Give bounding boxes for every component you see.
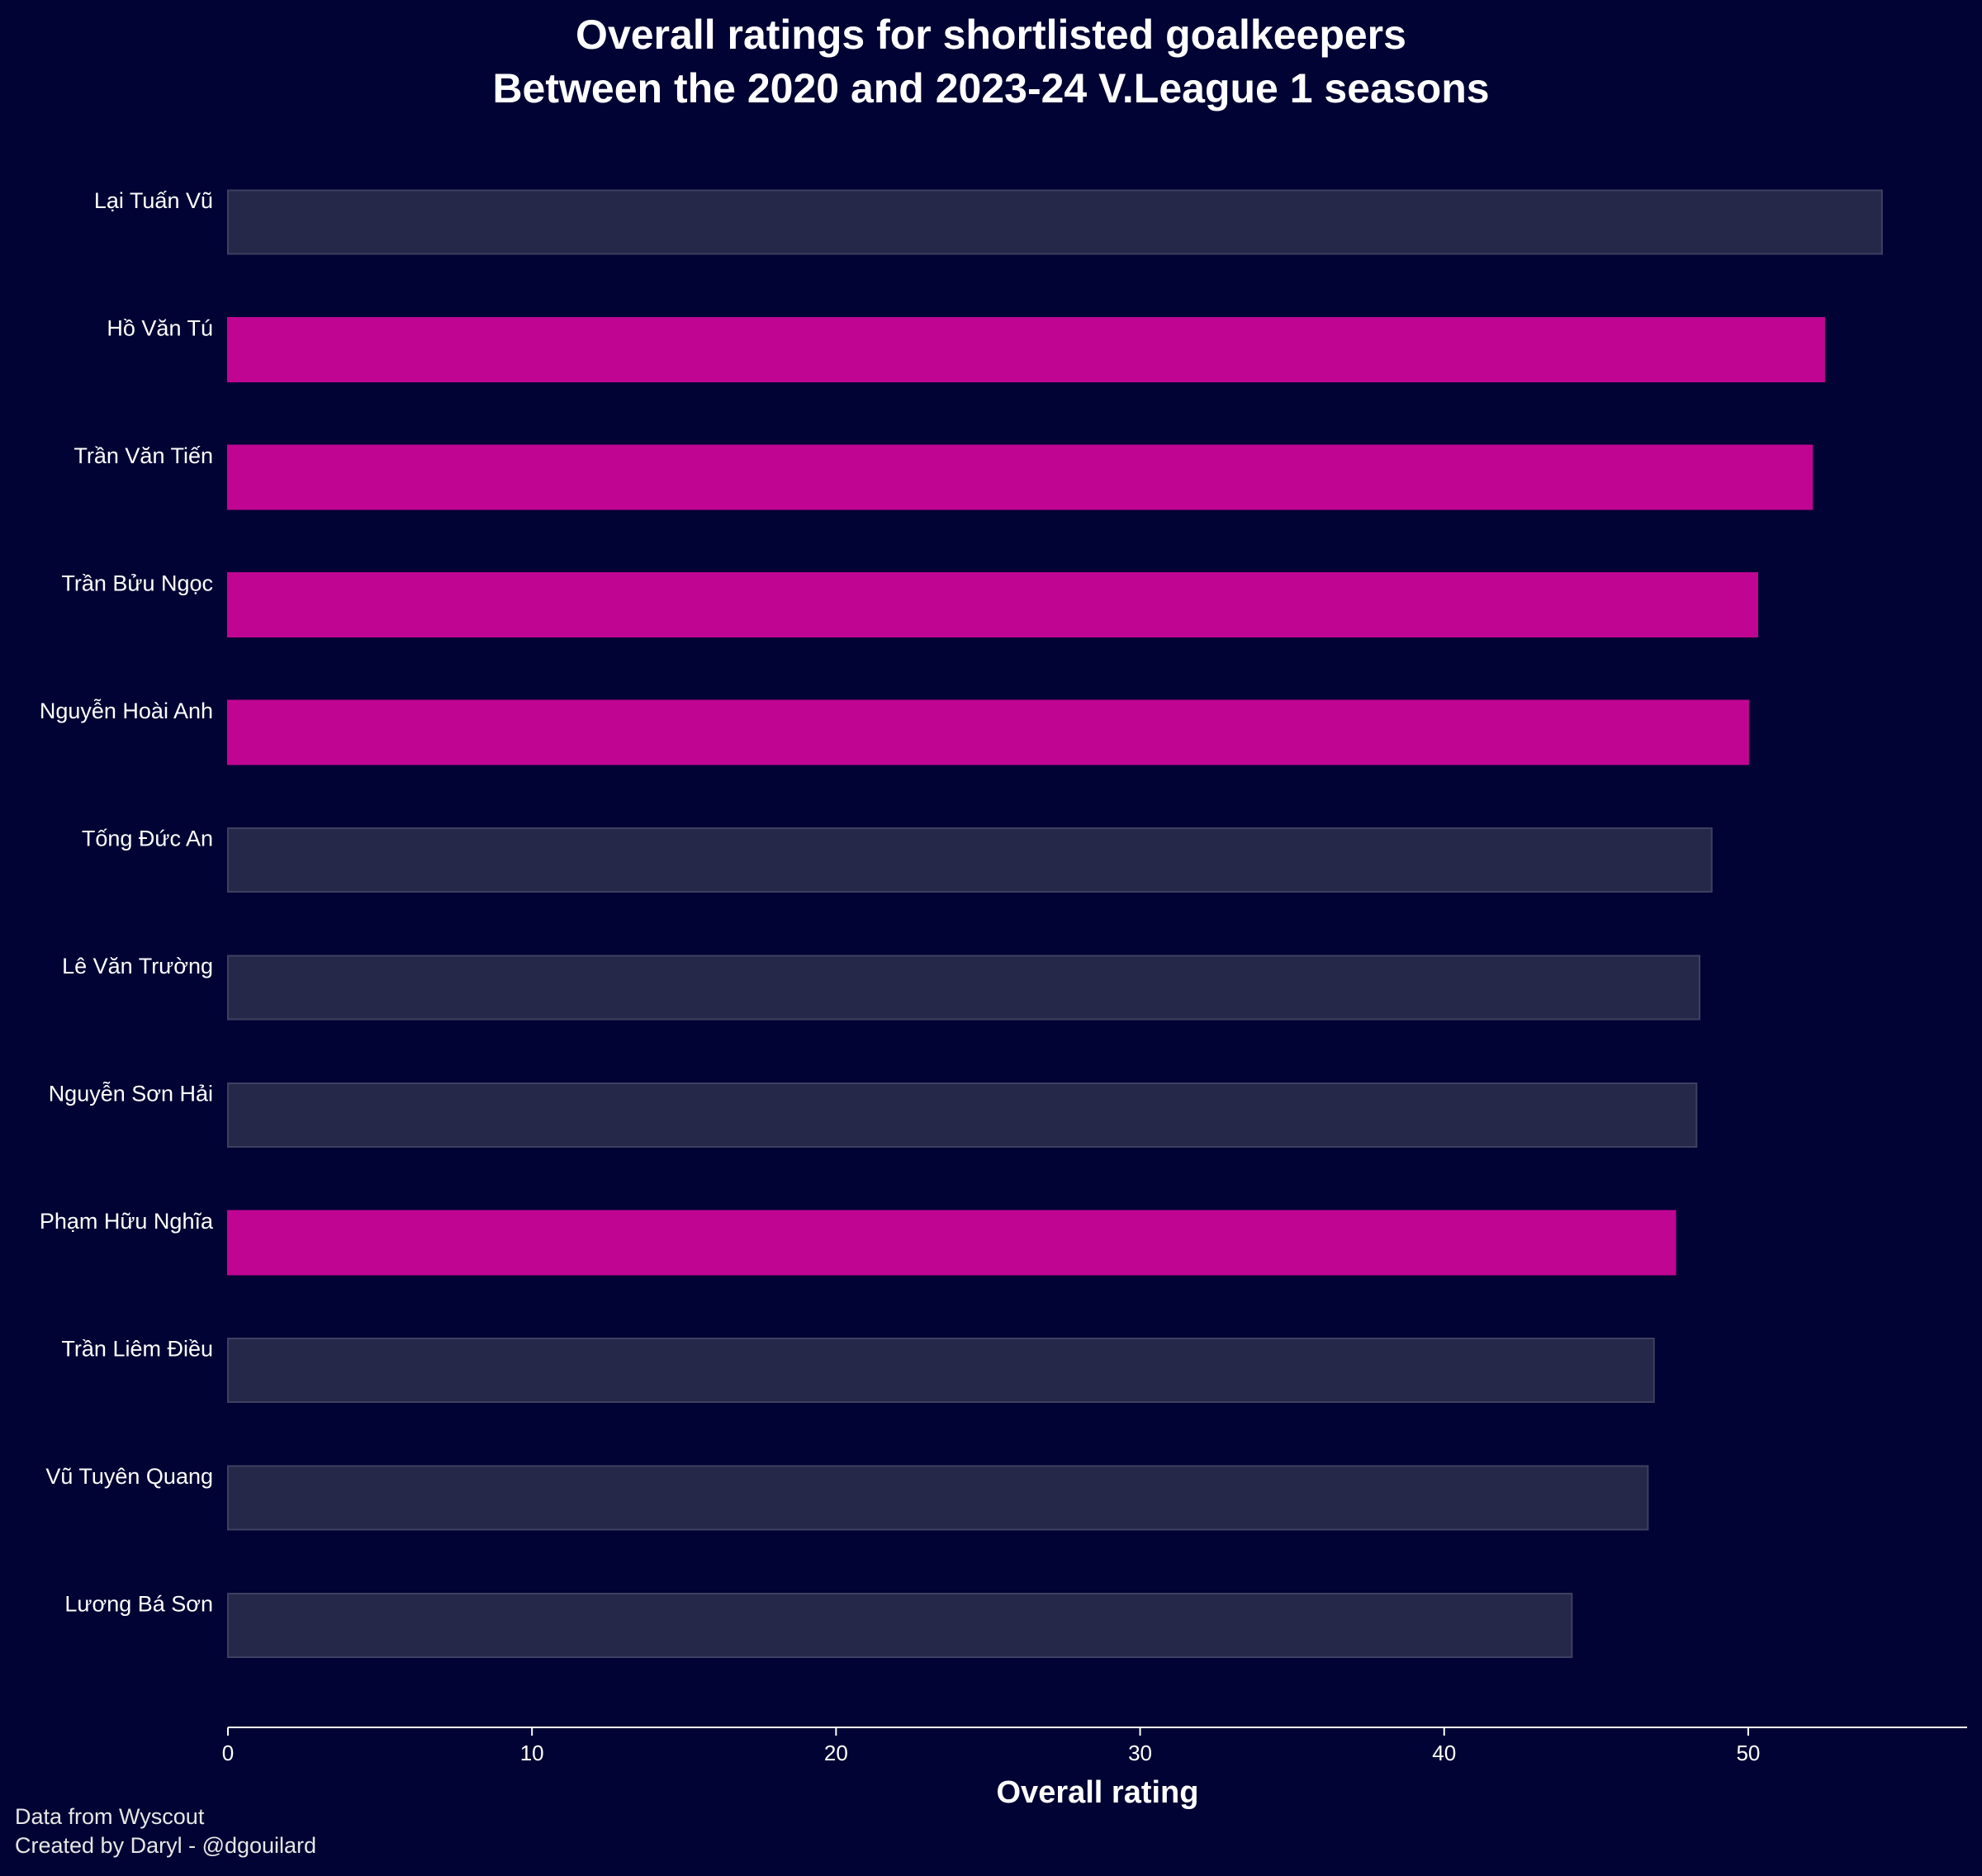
data-source-note: Data from Wyscout	[15, 1804, 205, 1829]
category-label-2: Trần Văn Tiến	[73, 443, 213, 468]
bars-layer	[227, 189, 1883, 1658]
x-axis-label: Overall rating	[997, 1775, 1199, 1810]
footer: Data from Wyscout Created by Daryl - @dg…	[15, 1803, 316, 1860]
category-label-11: Lương Bá Sơn	[64, 1592, 213, 1617]
bar-7	[227, 1082, 1698, 1148]
chart-title-line-1: Overall ratings for shortlisted goalkeep…	[576, 12, 1406, 58]
category-labels-layer: Lại Tuấn Vũ Hồ Văn Tú Trần Văn Tiến Trần Bử…	[40, 188, 214, 1617]
category-label-9: Trần Liêm Điều	[61, 1337, 213, 1362]
x-tick-label-2: 20	[824, 1741, 848, 1765]
bar-9	[227, 1338, 1655, 1403]
x-tick-label-5: 50	[1736, 1741, 1760, 1765]
bar-8	[227, 1210, 1676, 1276]
bar-0	[227, 189, 1883, 255]
category-label-1: Hồ Văn Tú	[107, 316, 213, 341]
category-label-8: Phạm Hữu Nghĩa	[40, 1209, 214, 1234]
bar-10	[227, 1465, 1649, 1531]
category-label-7: Nguyễn Sơn Hải	[49, 1081, 213, 1106]
bar-5	[227, 827, 1713, 893]
bar-6	[227, 955, 1700, 1021]
category-label-10: Vũ Tuyên Quang	[45, 1464, 213, 1489]
credit-note: Created by Daryl - @dgouilard	[15, 1833, 317, 1858]
category-label-4: Nguyễn Hoài Anh	[40, 698, 213, 723]
category-label-6: Lê Văn Trường	[62, 954, 213, 978]
x-tick-label-1: 10	[520, 1741, 544, 1765]
bar-4	[227, 699, 1749, 765]
category-label-5: Tống Đức An	[82, 827, 213, 851]
bar-2	[227, 444, 1814, 510]
x-tick-label-0: 0	[222, 1741, 234, 1765]
chart-title: Overall ratings for shortlisted goalkeep…	[0, 8, 1982, 116]
category-label-3: Trần Bửu Ngọc	[61, 571, 213, 596]
chart-title-line-2: Between the 2020 and 2023-24 V.League 1 …	[492, 65, 1490, 111]
bar-1	[227, 317, 1825, 382]
x-tick-label-3: 30	[1128, 1741, 1152, 1765]
bar-11	[227, 1593, 1573, 1658]
category-label-0: Lại Tuấn Vũ	[94, 188, 213, 213]
bar-3	[227, 572, 1758, 637]
x-axis: 0 10 20 30 40 50 Overall rating	[222, 1727, 1967, 1810]
x-tick-label-4: 40	[1432, 1741, 1456, 1765]
